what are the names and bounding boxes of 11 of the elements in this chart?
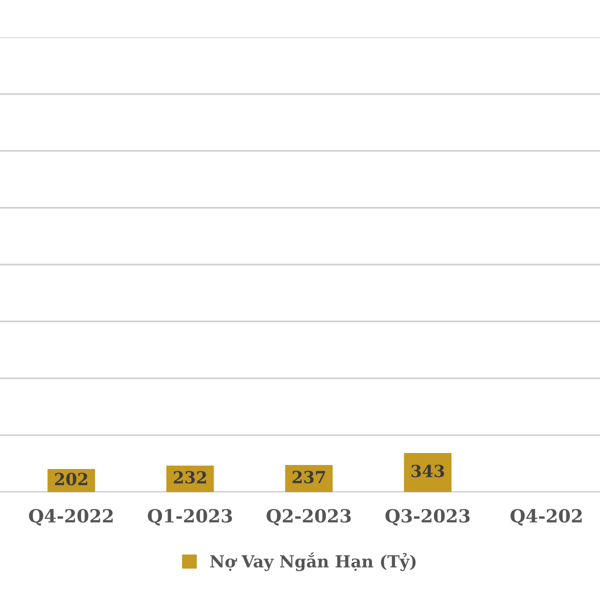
x-tick-label: Q4-202 [510, 508, 582, 526]
legend-label: Nợ Vay Ngắn Hạn (Tỷ) [210, 552, 416, 572]
x-tick-label: Q2-2023 [266, 508, 351, 526]
bar [404, 453, 452, 492]
data-label: 202 [55, 472, 88, 486]
x-tick-label: Q1-2023 [148, 508, 232, 526]
x-tick-label: Q4-2022 [29, 508, 113, 526]
x-tick-label: Q3-2023 [385, 508, 470, 526]
data-label: 237 [292, 470, 325, 484]
data-label: 232 [174, 471, 206, 484]
data-label: 343 [411, 464, 444, 478]
